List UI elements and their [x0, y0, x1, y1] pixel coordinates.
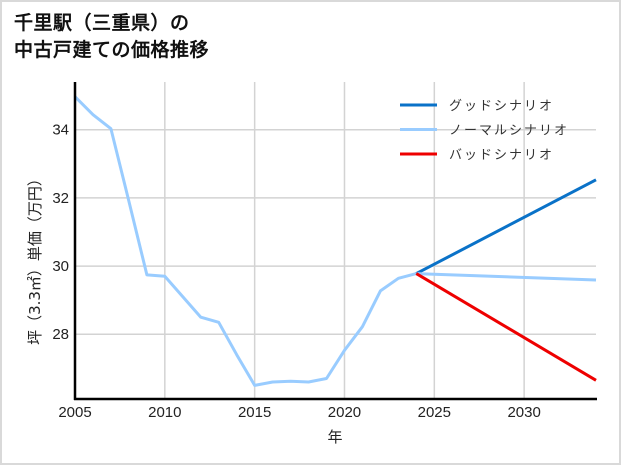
chart-title: 千里駅（三重県）の 中古戸建ての価格推移	[14, 10, 209, 64]
data-series	[73, 95, 597, 387]
series-line-actual	[73, 95, 417, 387]
chart-title-line2: 中古戸建ての価格推移	[14, 39, 210, 61]
chart-title-line1: 千里駅（三重県）の	[14, 12, 190, 34]
x-tick-label: 2005	[58, 404, 91, 421]
legend-label: グッドシナリオ	[449, 99, 554, 114]
y-axis-label: 坪（3.3㎡）単価（万円）	[26, 171, 44, 345]
y-tick-label: 28	[52, 326, 69, 343]
x-tick-label: 2030	[507, 404, 540, 421]
x-tick-labels: 2005 2010 2015 2020 2025 2030	[58, 404, 541, 421]
legend-label: ノーマルシナリオ	[449, 124, 569, 139]
x-tick-label: 2025	[418, 404, 451, 421]
x-axis-label: 年	[327, 428, 342, 446]
series-line-scenario-3	[415, 272, 597, 382]
series-line-scenario-1	[415, 178, 597, 275]
y-tick-label: 32	[52, 190, 69, 207]
series-line-scenario-2	[416, 272, 597, 282]
legend-label: バッドシナリオ	[449, 148, 554, 163]
x-tick-label: 2020	[328, 404, 361, 421]
x-tick-label: 2015	[238, 404, 271, 421]
y-tick-label: 34	[52, 122, 69, 139]
gridlines	[75, 82, 596, 399]
y-tick-label: 30	[52, 258, 69, 275]
x-tick-label: 2010	[148, 404, 181, 421]
y-tick-labels: 28 30 32 34	[52, 122, 69, 344]
